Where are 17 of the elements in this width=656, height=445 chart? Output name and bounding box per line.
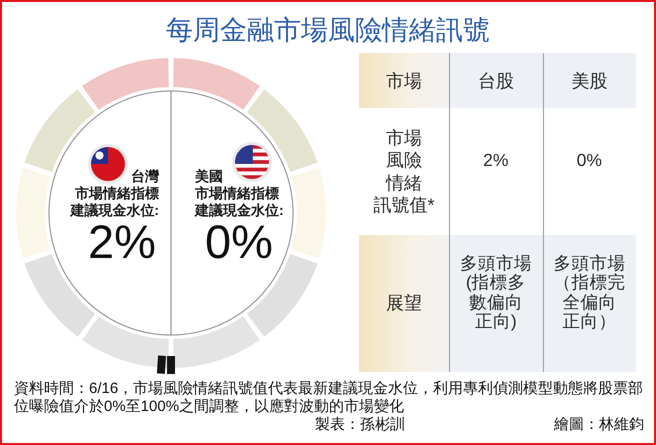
- category-label: 美股: [571, 70, 608, 92]
- text: 2%: [483, 150, 508, 170]
- text: 每周金融市場風險情緒訊號: [165, 14, 491, 47]
- text: 多頭市場（指標完全偏向正向）: [553, 252, 626, 331]
- text: 市場情緒指標建議現金水位:: [195, 185, 284, 218]
- text: 市場情緒指標建議現金水位:: [69, 185, 159, 219]
- category-label: 市場風險情緒訊號值*: [373, 128, 434, 215]
- category-label: 台灣: [131, 168, 159, 185]
- category-label: 台股: [478, 70, 514, 92]
- text: 市場: [386, 70, 422, 92]
- text: 繪圖：林維鈞: [554, 416, 644, 434]
- text: 資料時間：6/16，市場風險情緒訊號值代表最新建議現金水位，利用專利偵測模型動態將股票部位曝險值介於0%至100%之間調整，以應對波動的市場變化: [14, 380, 644, 416]
- category-label: 展望: [386, 293, 422, 314]
- category-label: 美國: [195, 168, 223, 185]
- text: 多頭市場(指標多數偏向正向): [460, 252, 532, 331]
- text: 製表：孫彬訓: [315, 416, 405, 434]
- text: 0%: [576, 150, 602, 170]
